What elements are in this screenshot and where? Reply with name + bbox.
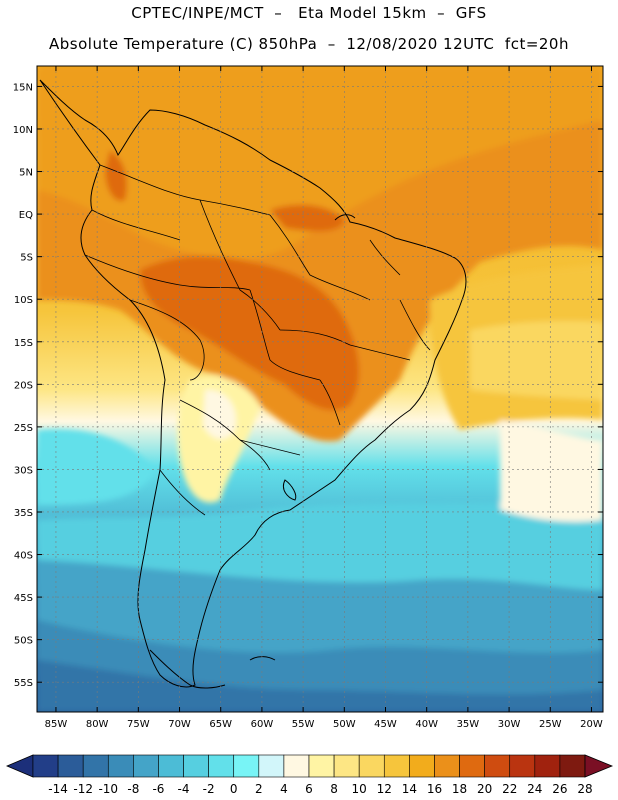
- colorbar-label: -6: [152, 782, 164, 796]
- colorbar-label: -4: [178, 782, 190, 796]
- lon-label: 85W: [45, 719, 68, 730]
- lat-label: EQ: [19, 210, 33, 221]
- lat-label: 40S: [14, 551, 33, 562]
- lon-label: 50W: [333, 719, 356, 730]
- lat-label: 35S: [14, 508, 33, 519]
- colorbar-label: -2: [203, 782, 215, 796]
- colorbar-label: -10: [98, 782, 118, 796]
- lat-label: 15S: [14, 338, 33, 349]
- lon-label: 40W: [415, 719, 438, 730]
- lon-label: 55W: [292, 719, 315, 730]
- colorbar-swatch: [183, 754, 209, 778]
- map-title-line-2: Absolute Temperature (C) 850hPa – 12/08/…: [49, 35, 569, 53]
- colorbar-swatch: [409, 754, 435, 778]
- colorbar-low-arrow: [5, 754, 34, 778]
- colorbar-swatch: [32, 754, 59, 778]
- colorbar-label: -12: [73, 782, 93, 796]
- colorbar-label: 10: [352, 782, 367, 796]
- lon-label: 80W: [86, 719, 109, 730]
- colorbar-swatch: [383, 754, 410, 778]
- colorbar-swatch: [484, 754, 511, 778]
- colorbar-swatch: [308, 754, 335, 778]
- coastline: [39, 79, 467, 689]
- political-borders: [84, 164, 431, 516]
- lat-label: 5S: [20, 253, 33, 264]
- lat-label: 5N: [19, 168, 33, 179]
- colorbar-label: 24: [527, 782, 542, 796]
- colorbar-swatch: [107, 754, 134, 778]
- lon-label: 60W: [251, 719, 274, 730]
- colorbar-label: 28: [577, 782, 592, 796]
- colorbar: -14 -12 -10 -8 -6 -4 -2 0 2 4 6 8 10 12 14 16 18 20 22 24 26…: [5, 754, 614, 796]
- colorbar-label: -8: [127, 782, 139, 796]
- lon-label: 45W: [374, 719, 397, 730]
- temperature-field: [37, 66, 603, 712]
- colorbar-swatch: [434, 754, 460, 778]
- lon-label: 70W: [168, 719, 191, 730]
- colorbar-swatch: [82, 754, 109, 778]
- colorbar-swatch: [333, 754, 360, 778]
- colorbar-swatch: [459, 754, 485, 778]
- colorbar-swatch: [559, 754, 586, 778]
- colorbar-swatch: [208, 754, 235, 778]
- lat-label: 45S: [14, 593, 33, 604]
- colorbar-label: 0: [230, 782, 238, 796]
- colorbar-label: 12: [377, 782, 392, 796]
- lat-label: 20S: [14, 380, 33, 391]
- colorbar-swatch: [358, 754, 385, 778]
- colorbar-label: 26: [552, 782, 567, 796]
- colorbar-label: 4: [280, 782, 288, 796]
- lon-label: 25W: [539, 719, 562, 730]
- lon-label: 30W: [498, 719, 521, 730]
- lat-label: 10N: [13, 125, 33, 136]
- colorbar-label: 14: [402, 782, 417, 796]
- lat-label: 15N: [13, 82, 33, 93]
- lat-label: 25S: [14, 423, 33, 434]
- colorbar-label: 6: [305, 782, 313, 796]
- colorbar-label: 8: [330, 782, 338, 796]
- colorbar-label: 2: [255, 782, 263, 796]
- graticule: [37, 66, 603, 712]
- colorbar-label: 16: [427, 782, 442, 796]
- lon-label: 65W: [209, 719, 232, 730]
- colorbar-label: -14: [48, 782, 68, 796]
- colorbar-swatch: [283, 754, 310, 778]
- lon-label: 20W: [580, 719, 603, 730]
- colorbar-swatch: [534, 754, 561, 778]
- map-frame: [36, 65, 604, 713]
- colorbar-swatch: [158, 754, 184, 778]
- latitude-axis: 15N 10N 5N EQ 5S 10S 15S 20S 25S 30S 35S 40S 45S 50S 5…: [13, 82, 603, 689]
- colorbar-swatch: [233, 754, 260, 778]
- lat-label: 30S: [14, 465, 33, 476]
- colorbar-label: 20: [477, 782, 492, 796]
- map-title-line-1: CPTEC/INPE/MCT – Eta Model 15km – GFS: [131, 4, 487, 22]
- lon-label: 35W: [457, 719, 480, 730]
- colorbar-swatch: [509, 754, 536, 778]
- colorbar-label: 18: [452, 782, 467, 796]
- colorbar-swatch: [258, 754, 285, 778]
- lon-label: 75W: [127, 719, 150, 730]
- colorbar-label: 22: [502, 782, 517, 796]
- colorbar-swatch: [57, 754, 84, 778]
- longitude-axis: 85W 80W 75W 70W 65W 60W 55W 50W 45W 40W 35W 30W 25W 2…: [45, 66, 603, 730]
- colorbar-high-arrow: [584, 754, 614, 778]
- lat-label: 50S: [14, 636, 33, 647]
- lat-label: 55S: [14, 678, 33, 689]
- colorbar-swatch: [133, 754, 159, 778]
- lat-label: 10S: [14, 295, 33, 306]
